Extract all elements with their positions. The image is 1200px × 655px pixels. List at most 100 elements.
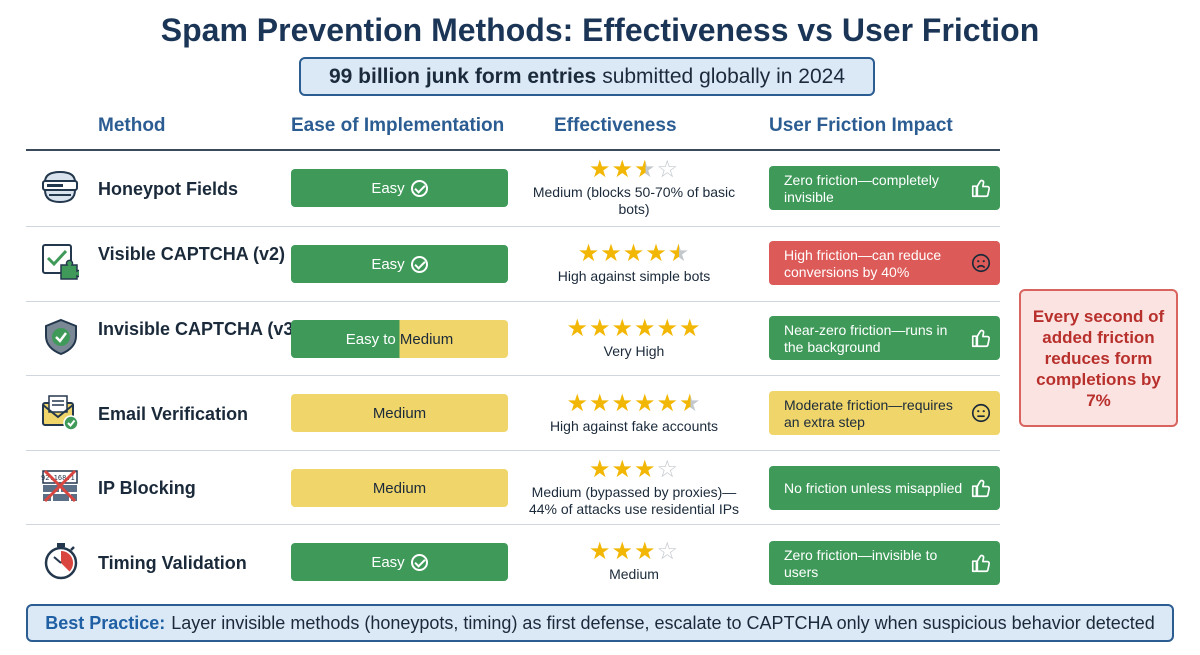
friction-badge: Zero friction—invisible to users [769,541,1000,585]
star-full-icon: ★ [634,315,657,342]
friction-text: Zero friction—invisible to users [784,546,938,580]
star-full-icon: ★ [566,315,589,342]
star-full-icon: ★ [611,315,634,342]
star-empty-icon: ☆ [656,456,680,483]
star-full-icon: ★ [566,390,589,417]
ease-label-part1: Easy to [345,330,396,348]
effectiveness-text: Medium [609,566,659,582]
row-divider [26,375,1000,376]
thumbs-up-icon [971,554,990,573]
star-full-icon: ★ [611,456,634,483]
ease-label: Medium [372,479,427,497]
row-divider [26,301,1000,302]
column-header-method: Method [98,115,166,136]
star-empty-icon: ☆ [656,156,680,183]
ease-badge: Easy [291,169,508,207]
method-label: Visible CAPTCHA (v2) [98,244,286,264]
star-empty-icon: ☆ [656,538,680,565]
ease-badge: Easy [291,543,508,581]
email-check-icon [42,395,79,431]
row-divider [26,450,1000,451]
best-practice-text: Layer invisible methods (honeypots, timi… [171,612,1155,633]
effectiveness-text: High against simple bots [557,268,711,284]
friction-text: Zero friction—completely invisible [784,171,939,205]
star-rating: ★★★☆ [526,540,742,564]
star-full-icon: ★ [611,156,634,183]
ip-block-wall-icon: 192.168.1.5 [41,469,79,503]
ease-label: Medium [372,404,427,422]
method-label: Honeypot Fields [98,179,239,199]
thumbs-up-icon [971,179,990,198]
effectiveness-text: Medium (blocks 50-70% of basic bots) [532,184,736,217]
subtitle-banner: 99 billion junk form entries submitted g… [299,57,875,96]
method-label: IP Blocking [98,478,196,498]
method-label: Timing Validation [98,553,247,573]
captcha-puzzle-icon [42,244,79,280]
friction-badge: Zero friction—completely invisible [769,166,1000,210]
star-full-icon: ★ [577,240,601,267]
thumbs-up-icon [971,329,990,348]
honeypot-form-icon [42,170,78,204]
star-full-icon: ★ [611,538,634,565]
star-full-icon: ★ [588,538,612,565]
column-header-friction: User Friction Impact [769,115,953,136]
star-full-icon: ★ [588,456,612,483]
ease-label: Easy [371,553,405,571]
star-full-icon: ★ [656,315,680,342]
ease-badge: Medium [291,394,508,432]
neutral-face-icon [971,403,991,423]
star-full-icon: ★ [588,156,612,183]
stopwatch-icon [44,543,78,580]
friction-badge: No friction unless misapplied [769,466,1000,510]
check-circle-icon [410,179,428,197]
star-full-icon: ★ [634,456,657,483]
star-full-icon: ★ [645,240,668,267]
star-half-icon: ★ [667,240,691,267]
check-circle-icon [410,553,428,571]
column-header-effectiveness: Effectiveness [554,115,677,136]
star-full-icon: ★ [611,390,634,417]
shield-check-icon [45,318,77,356]
friction-text: High friction—can reduce conversions by … [784,246,942,280]
check-circle-icon [410,255,428,273]
ease-badge: Medium [291,469,508,507]
ease-label-part2: Medium [399,330,454,348]
star-rating: ★★★★★ [526,242,742,266]
thumbs-up-icon [971,479,990,498]
column-header-ease: Ease of Implementation [291,115,505,136]
star-full-icon: ★ [588,315,612,342]
star-full-icon: ★ [656,390,680,417]
effectiveness-text: High against fake accounts [549,418,719,434]
friction-badge: Moderate friction—requires an extra step [769,391,1000,435]
star-full-icon: ★ [634,538,657,565]
subtitle-text: submitted globally in 2024 [602,64,846,88]
star-half-icon: ★ [679,390,702,417]
star-rating: ★★★★★★ [526,317,742,341]
star-rating: ★★★☆ [526,158,742,182]
friction-text: Near-zero friction—runs in the backgroun… [784,321,948,355]
side-callout: Every second of added friction reduces f… [1019,289,1178,427]
friction-text: No friction unless misapplied [784,480,963,496]
effectiveness-text: Medium (bypassed by proxies)— 44% of att… [528,484,740,517]
star-rating: ★★★☆ [526,458,742,482]
star-half-icon: ★ [634,156,657,183]
method-label: Email Verification [98,404,249,424]
subtitle-highlight: 99 billion junk form entries [328,64,597,88]
ease-label: Easy [371,255,405,273]
friction-badge: Near-zero friction—runs in the backgroun… [769,316,1000,360]
ease-label: Easy [371,179,405,197]
best-practice-banner: Best Practice: Layer invisible methods (… [26,604,1174,642]
star-rating: ★★★★★★ [526,392,742,416]
ease-badge: Easy [291,245,508,283]
star-full-icon: ★ [600,240,623,267]
svg-text:192.168.1.5: 192.168.1.5 [41,474,79,482]
row-divider [26,226,1000,227]
star-full-icon: ★ [679,315,702,342]
best-practice-label: Best Practice: [45,612,166,633]
effectiveness-text: Very High [603,343,665,359]
ease-badge: Easy to Medium [291,320,508,358]
sad-face-icon [971,253,991,273]
star-full-icon: ★ [622,240,646,267]
friction-text: Moderate friction—requires an extra step [784,396,953,430]
page-title: Spam Prevention Methods: Effectiveness v… [160,12,1040,48]
